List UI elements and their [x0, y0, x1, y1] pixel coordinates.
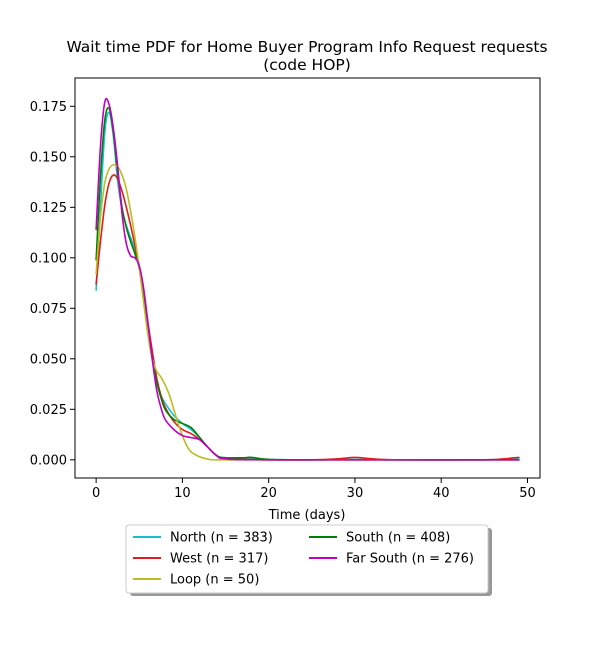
y-tick-label: 0.075: [30, 302, 67, 317]
x-tick-label: 50: [519, 486, 536, 501]
x-tick-label: 20: [260, 486, 277, 501]
chart-title-line1: Wait time PDF for Home Buyer Program Inf…: [66, 38, 547, 56]
series-line-north: [95, 111, 520, 461]
legend-label-loop: Loop (n = 50): [170, 573, 259, 588]
legend-label-far-south: Far South (n = 276): [346, 552, 474, 567]
legend-label-west: West (n = 317): [170, 552, 268, 567]
legend-label-north: North (n = 383): [170, 531, 273, 546]
y-tick-label: 0.100: [30, 251, 67, 266]
series-line-south: [95, 106, 520, 461]
plot-frame: [74, 77, 541, 479]
series-line-west: [95, 174, 520, 461]
y-axis-ticks: 0.000 0.025 0.050 0.075 0.100 0.125 0.150 0.175: [30, 100, 75, 468]
y-tick-label: 0.000: [30, 453, 67, 468]
legend-box: [125, 524, 489, 594]
series-lines: [95, 97, 520, 461]
legend-label-south: South (n = 408): [346, 531, 450, 546]
x-axis-label: Time (days): [268, 508, 346, 523]
x-tick-label: 10: [174, 486, 191, 501]
series-line-loop: [95, 163, 520, 461]
chart-title-line2: (code HOP): [263, 56, 351, 74]
legend: North (n = 383) West (n = 317) Loop (n = 5…: [125, 524, 492, 596]
y-tick-label: 0.050: [30, 352, 67, 367]
y-tick-label: 0.175: [30, 100, 67, 115]
y-tick-label: 0.150: [30, 150, 67, 165]
x-tick-label: 30: [347, 486, 364, 501]
x-tick-label: 0: [92, 486, 100, 501]
y-tick-label: 0.025: [30, 403, 67, 418]
x-tick-label: 40: [433, 486, 450, 501]
series-line-far-south: [95, 97, 520, 461]
x-axis-ticks: 0 10 20 30 40 50: [92, 478, 536, 501]
y-tick-label: 0.125: [30, 201, 67, 216]
